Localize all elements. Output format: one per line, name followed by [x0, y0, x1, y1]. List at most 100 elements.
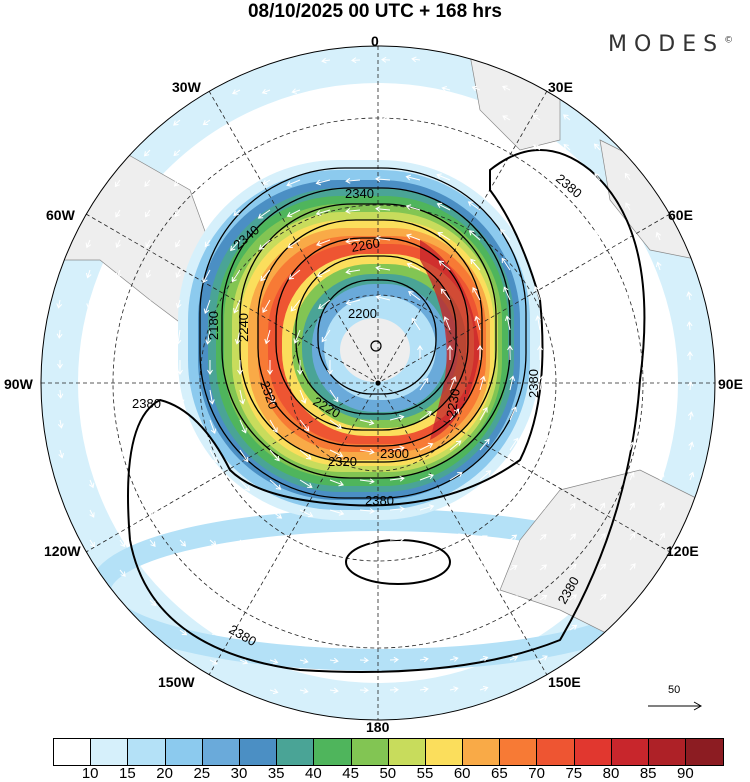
wind-arrow — [359, 687, 369, 694]
colorbar-label: 50 — [379, 765, 397, 782]
colorbar-swatch — [463, 739, 501, 765]
wind-arrow — [204, 239, 211, 248]
wind-arrow — [327, 360, 333, 375]
wind-arrow — [269, 569, 278, 575]
wind-arrow — [258, 239, 271, 250]
colorbar-label: 60 — [453, 765, 471, 782]
wind-arrow — [329, 568, 339, 574]
lon-label-30e: 30E — [548, 79, 573, 95]
wind-arrow — [539, 655, 548, 661]
wind-arrow — [567, 345, 573, 360]
wind-arrow — [568, 411, 575, 421]
wind-arrow — [345, 208, 361, 214]
wind-arrow — [625, 202, 631, 211]
wind-arrow — [565, 315, 572, 331]
wind-arrow — [436, 173, 451, 181]
colorbar-label: 85 — [639, 765, 657, 782]
wind-arrow — [437, 232, 451, 241]
colorbar-swatch — [388, 739, 426, 765]
wind-arrow — [175, 269, 181, 279]
wind-arrow — [288, 269, 301, 280]
wind-arrow — [351, 117, 361, 124]
wind-arrow — [479, 685, 489, 692]
wind-arrow — [375, 294, 391, 301]
wind-arrow — [179, 539, 187, 547]
colorbar-swatch — [611, 739, 649, 765]
wind-arrow — [148, 449, 155, 459]
colorbar-label: 45 — [342, 765, 359, 782]
wind-arrow — [261, 88, 271, 95]
wind-arrow — [389, 686, 399, 693]
contour-label: 2230 — [443, 387, 463, 418]
wind-arrow — [87, 360, 93, 369]
wind-arrow — [321, 57, 331, 64]
wind-arrow — [565, 291, 572, 301]
wind-arrow — [389, 506, 405, 512]
wind-arrow — [56, 299, 63, 309]
wind-arrow — [232, 119, 241, 125]
wind-arrow — [502, 174, 511, 181]
wind-arrow — [329, 627, 339, 634]
wind-arrow — [419, 504, 435, 511]
wind-arrow — [143, 149, 151, 157]
wind-arrow — [262, 179, 271, 185]
wind-arrow — [389, 475, 405, 482]
wind-arrow — [479, 625, 489, 632]
wind-arrow — [539, 533, 547, 541]
wind-arrow — [688, 471, 695, 481]
wind-arrow — [175, 329, 182, 345]
wind-arrow — [89, 539, 95, 548]
wind-arrow — [291, 118, 301, 125]
contour-label: 2320 — [328, 454, 357, 469]
wind-arrow — [419, 473, 434, 481]
wind-arrow — [239, 629, 248, 635]
lon-label-150w: 150W — [158, 674, 195, 690]
wind-arrow — [471, 115, 481, 121]
wind-arrow — [596, 321, 603, 331]
wind-arrow — [539, 564, 548, 571]
wind-arrow — [329, 479, 344, 487]
lon-label-60e: 60E — [668, 207, 693, 223]
wind-arrow — [264, 329, 271, 345]
wind-arrow — [269, 449, 280, 462]
wind-arrow — [449, 502, 464, 511]
colorbar-swatch — [686, 739, 724, 765]
wind-arrow — [359, 478, 375, 485]
wind-arrow — [58, 449, 64, 459]
wind-arrow — [533, 203, 541, 211]
wind-arrow — [179, 569, 187, 577]
wind-arrow — [318, 299, 331, 309]
wind-arrow — [381, 116, 391, 123]
lon-label-180: 180 — [366, 719, 390, 735]
wind-arrow — [117, 389, 124, 399]
wind-arrow — [345, 299, 361, 306]
wind-arrow — [290, 299, 301, 312]
wind-arrow — [345, 238, 361, 245]
wind-arrow — [269, 688, 279, 695]
wind-arrow — [209, 569, 218, 576]
wind-arrow — [449, 626, 459, 632]
wind-arrow — [532, 114, 541, 121]
reference-arrowhead — [693, 701, 703, 711]
contour-label: 2180 — [206, 311, 221, 340]
lon-label-30w: 30W — [172, 79, 202, 95]
wind-arrow — [599, 593, 607, 601]
wind-arrow — [149, 509, 155, 518]
wind-arrow — [502, 115, 511, 121]
colorbar-swatch — [239, 739, 278, 765]
wind-arrow — [375, 235, 391, 242]
wind-arrow — [599, 533, 606, 541]
wind-arrow — [329, 509, 345, 516]
wind-arrow — [209, 629, 218, 635]
wind-arrow — [655, 231, 662, 241]
wind-arrow — [595, 232, 601, 241]
wind-arrow — [411, 317, 421, 331]
wind-arrow — [597, 351, 603, 360]
wind-arrow — [389, 566, 399, 573]
colorbar-swatch — [425, 739, 464, 765]
wind-arrow — [539, 594, 548, 601]
wind-arrow — [449, 595, 459, 602]
wind-arrow — [117, 360, 123, 369]
wind-arrow — [239, 509, 247, 516]
